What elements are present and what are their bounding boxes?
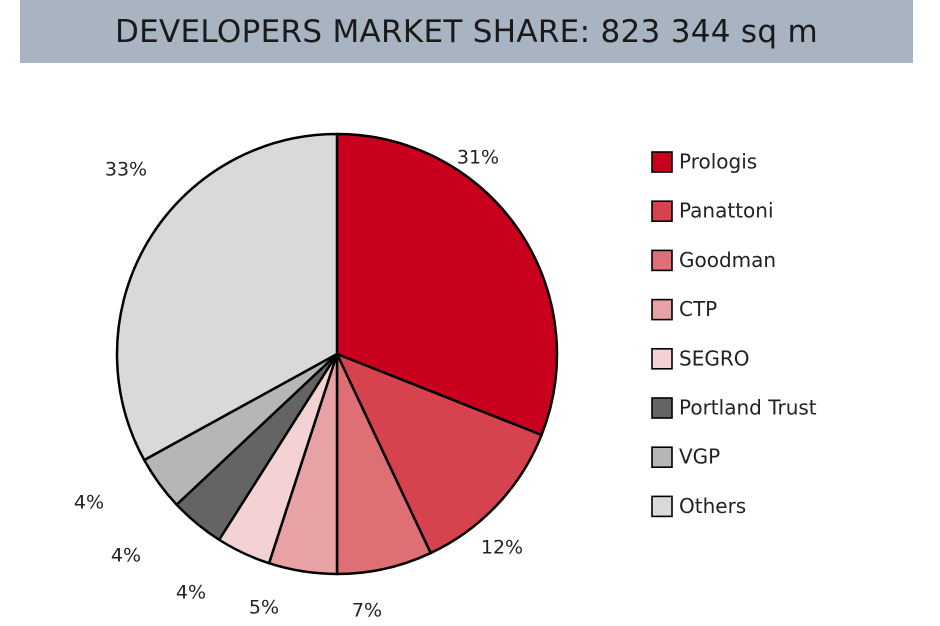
chart-title: DEVELOPERS MARKET SHARE: 823 344 sq m <box>114 13 818 50</box>
legend: Prologis Panattoni Goodman CTP SEGRO Portland… <box>651 150 817 518</box>
legend-label-others: Others <box>679 494 746 518</box>
slice-label-goodman: 7% <box>352 600 382 622</box>
legend-swatch-goodman <box>651 249 673 272</box>
legend-swatch-panattoni <box>651 200 673 222</box>
slice-label-panattoni: 12% <box>481 537 523 559</box>
pie-slices <box>115 132 559 576</box>
legend-label-panattoni: Panattoni <box>679 199 774 223</box>
slice-label-prologis: 31% <box>457 147 499 169</box>
slice-label-vgp: 4% <box>74 492 104 514</box>
legend-swatch-portland-trust <box>651 397 673 419</box>
legend-swatch-prologis <box>651 151 673 173</box>
legend-label-portland-trust: Portland Trust <box>679 396 817 420</box>
legend-swatch-vgp <box>651 446 673 469</box>
legend-label-vgp: VGP <box>679 445 720 469</box>
legend-label-goodman: Goodman <box>679 248 776 272</box>
slice-label-others: 33% <box>105 159 147 181</box>
legend-swatch-others <box>651 495 673 518</box>
legend-label-ctp: CTP <box>679 297 717 321</box>
title-bar: DEVELOPERS MARKET SHARE: 823 344 sq m <box>20 0 913 63</box>
legend-swatch-ctp <box>651 298 673 321</box>
legend-label-segro: SEGRO <box>679 346 749 370</box>
slice-label-segro: 4% <box>176 582 206 604</box>
pie-slice-panattoni <box>335 352 543 555</box>
slice-label-ctp: 5% <box>249 597 279 619</box>
legend-swatch-segro <box>651 347 673 370</box>
slice-label-portland-trust: 4% <box>111 545 141 567</box>
pie-slice-others <box>115 132 339 462</box>
slice-labels: 31% 12% 7% 5% 4% 4% 4% 33% <box>74 147 523 622</box>
pie-slice-prologis <box>335 132 559 437</box>
legend-label-prologis: Prologis <box>679 150 757 174</box>
